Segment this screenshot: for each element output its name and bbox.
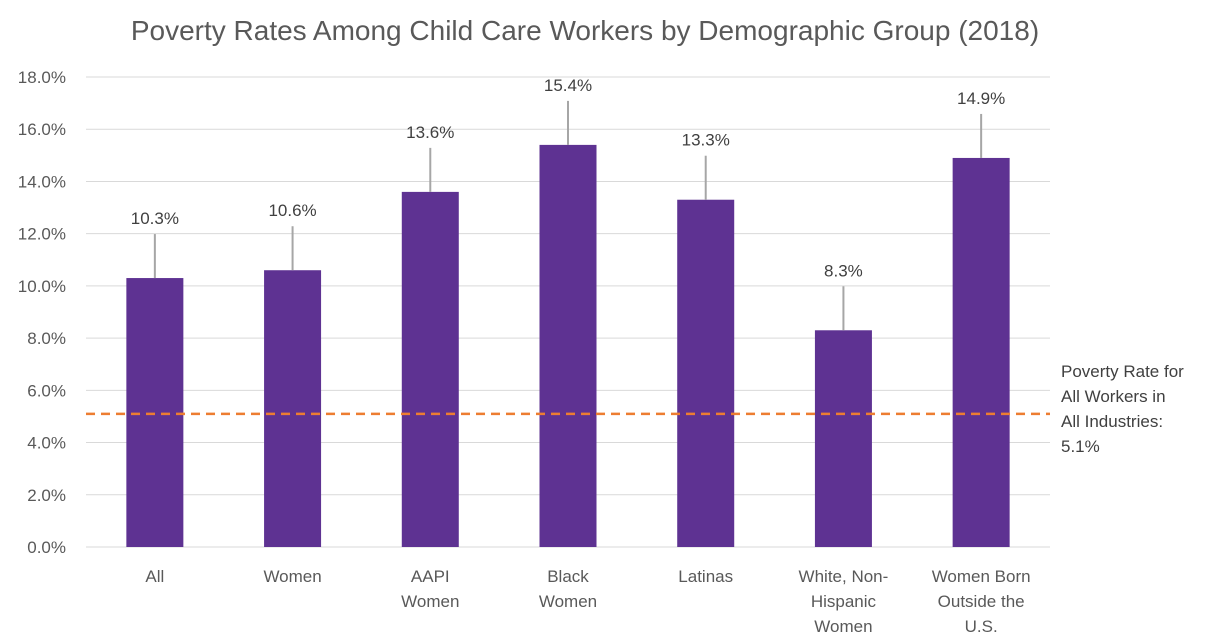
y-tick-label: 14.0% xyxy=(18,172,66,191)
data-label: 10.3% xyxy=(131,209,179,228)
bar xyxy=(539,144,597,547)
bar xyxy=(264,270,322,547)
data-label: 15.4% xyxy=(544,76,592,95)
x-category-label: Women xyxy=(263,567,321,586)
bar xyxy=(952,157,1010,547)
y-tick-label: 4.0% xyxy=(27,434,66,453)
y-tick-label: 16.0% xyxy=(18,120,66,139)
y-tick-label: 18.0% xyxy=(18,68,66,87)
data-label: 13.3% xyxy=(682,131,730,150)
data-label: 8.3% xyxy=(824,261,863,280)
x-category-label: Black Women xyxy=(539,567,597,611)
x-category-label: Women Born Outside the U.S. xyxy=(932,567,1031,636)
x-axis-category-labels: All Women AAPI Women Black Women Latinas White,… xyxy=(145,567,1030,636)
y-tick-label: 12.0% xyxy=(18,225,66,244)
bar xyxy=(814,330,872,547)
reference-line-group: Poverty Rate for All Workers in All Indust… xyxy=(86,362,1184,456)
data-label: 10.6% xyxy=(268,201,316,220)
data-label: 14.9% xyxy=(957,89,1005,108)
bars: 10.3% 10.6% 13.6% 15.4% 13.3% 8.3% 14.9% xyxy=(126,76,1010,547)
data-label: 13.6% xyxy=(406,123,454,142)
x-category-label: AAPI Women xyxy=(401,567,459,611)
bar xyxy=(126,278,184,547)
bar xyxy=(677,199,735,547)
x-category-label: Latinas xyxy=(678,567,733,586)
y-tick-label: 6.0% xyxy=(27,381,66,400)
y-tick-label: 2.0% xyxy=(27,486,66,505)
reference-line-label: Poverty Rate for All Workers in All Indust… xyxy=(1061,362,1184,456)
x-category-label: White, Non-Hispanic Women xyxy=(799,567,889,636)
y-tick-label: 10.0% xyxy=(18,277,66,296)
x-category-label: All xyxy=(145,567,164,586)
y-tick-label: 0.0% xyxy=(27,538,66,557)
y-tick-label: 8.0% xyxy=(27,329,66,348)
chart-title: Poverty Rates Among Child Care Workers b… xyxy=(131,15,1039,46)
y-axis-tick-labels: 0.0% 2.0% 4.0% 6.0% 8.0% 10.0% 12.0% 14.0% 16.0%… xyxy=(18,68,66,557)
bar xyxy=(401,191,459,547)
